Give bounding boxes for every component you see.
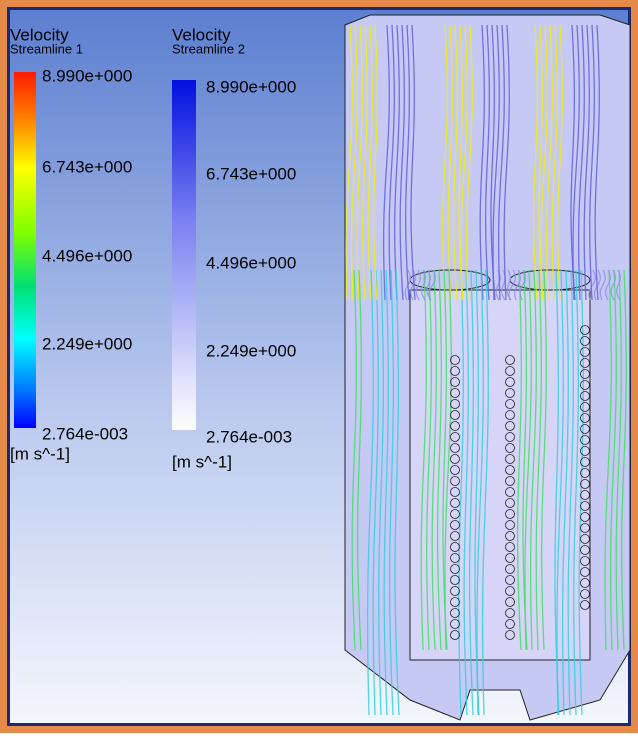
tick-label: 8.990e+000 (42, 66, 132, 85)
tick-label: 4.496e+000 (206, 253, 296, 272)
geometry (345, 15, 630, 720)
color-bar (172, 80, 196, 430)
cfd-view: VelocityStreamline 18.990e+0006.743e+000… (0, 0, 638, 733)
tick-label: 2.249e+000 (206, 341, 296, 360)
legend-subtitle: Streamline 2 (172, 41, 245, 56)
tick-label: 6.743e+000 (42, 157, 132, 176)
tick-label: 2.764e-003 (42, 424, 128, 443)
tick-label: 2.249e+000 (42, 334, 132, 353)
tick-label: 6.743e+000 (206, 164, 296, 183)
tick-label: 4.496e+000 (42, 246, 132, 265)
legend-units: [m s^-1] (172, 452, 232, 471)
legend-subtitle: Streamline 1 (10, 41, 83, 56)
tick-label: 8.990e+000 (206, 77, 296, 96)
tick-label: 2.764e-003 (206, 427, 292, 446)
legend-units: [m s^-1] (10, 444, 70, 463)
color-bar (14, 72, 36, 428)
